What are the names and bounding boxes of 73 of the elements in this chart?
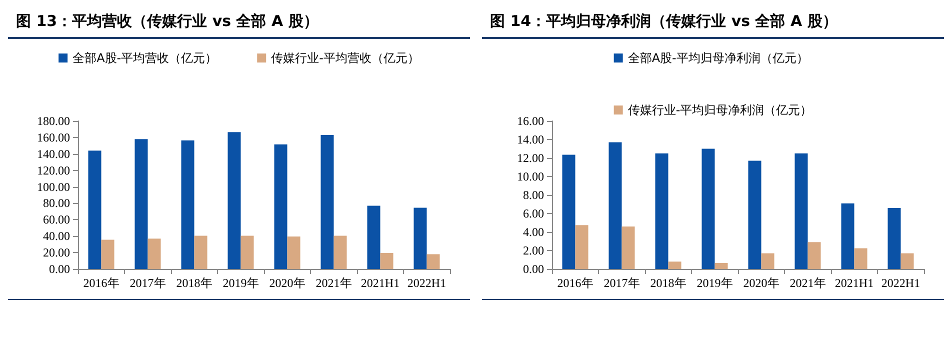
y-tick-label: 8.00 (523, 188, 544, 202)
x-tick-label: 2021H1 (834, 276, 874, 290)
y-tick-label: 180.00 (37, 114, 70, 128)
bar (88, 150, 102, 269)
legend-label: 传媒行业-平均营收（亿元） (271, 51, 420, 65)
y-tick-label: 140.00 (37, 146, 70, 161)
bar (320, 134, 334, 269)
x-tick-label: 2019年 (222, 276, 259, 290)
bar (380, 252, 394, 269)
bar (367, 206, 380, 269)
bar (608, 142, 622, 269)
x-tick-label: 2022H1 (881, 276, 920, 290)
x-tick-label: 2018年 (650, 276, 686, 290)
bar (194, 236, 208, 269)
x-tick-label: 2018年 (176, 276, 212, 290)
bar (274, 144, 288, 269)
bar (655, 153, 668, 269)
bar (841, 203, 854, 269)
y-tick-label: 0.00 (523, 262, 544, 276)
x-tick-label: 2020年 (269, 276, 306, 290)
chart-title: 图 13：平均营收（传媒行业 vs 全部 A 股） (8, 8, 470, 39)
bar (414, 208, 427, 269)
y-tick-label: 6.00 (523, 206, 544, 220)
x-tick-label: 2021年 (790, 276, 826, 290)
bar (622, 226, 635, 269)
y-tick-label: 20.00 (43, 246, 70, 260)
y-tick-label: 100.00 (37, 180, 70, 194)
bar (900, 253, 914, 269)
legend-label: 全部A股-平均营收（亿元） (72, 51, 218, 65)
bar (134, 139, 148, 269)
bar (148, 238, 161, 269)
x-tick-label: 2022H1 (407, 276, 446, 290)
y-tick-label: 4.00 (523, 225, 544, 239)
y-tick-label: 0.00 (49, 262, 70, 276)
x-tick-label: 2021年 (316, 276, 352, 290)
bar (228, 132, 241, 269)
y-tick-label: 2.00 (523, 244, 544, 258)
bar (668, 262, 682, 269)
bar (181, 140, 194, 269)
y-tick-label: 60.00 (43, 212, 70, 227)
y-tick-label: 160.00 (37, 130, 70, 144)
x-tick-label: 2017年 (604, 276, 640, 290)
y-tick-label: 80.00 (43, 196, 70, 210)
y-tick-label: 40.00 (43, 229, 70, 244)
bar (287, 236, 300, 269)
bar (854, 248, 868, 269)
bar (888, 208, 901, 269)
bar (748, 160, 762, 269)
y-tick-label: 10.00 (517, 170, 544, 184)
x-tick-label: 2020年 (743, 276, 780, 290)
bar (702, 148, 715, 269)
x-tick-label: 2021H1 (360, 276, 400, 290)
chart-title: 图 14：平均归母净利润（传媒行业 vs 全部 A 股） (482, 8, 944, 39)
bar (426, 254, 440, 269)
y-tick-label: 16.00 (517, 114, 544, 128)
legend-label: 全部A股-平均归母净利润（亿元） (628, 51, 808, 65)
bar (714, 262, 728, 269)
bar (562, 154, 576, 269)
bar (575, 225, 588, 269)
x-tick-label: 2016年 (557, 276, 594, 290)
y-tick-label: 120.00 (37, 163, 70, 178)
x-tick-label: 2017年 (130, 276, 166, 290)
bar (794, 153, 808, 269)
bar (334, 236, 347, 269)
bar (761, 253, 774, 269)
bar (240, 236, 254, 269)
x-tick-label: 2016年 (83, 276, 120, 290)
y-tick-label: 14.00 (517, 132, 544, 146)
bar (101, 240, 114, 269)
legend-label: 传媒行业-平均归母净利润（亿元） (628, 103, 812, 117)
y-tick-label: 12.00 (517, 151, 544, 165)
bar (808, 242, 821, 269)
x-tick-label: 2019年 (696, 276, 733, 290)
